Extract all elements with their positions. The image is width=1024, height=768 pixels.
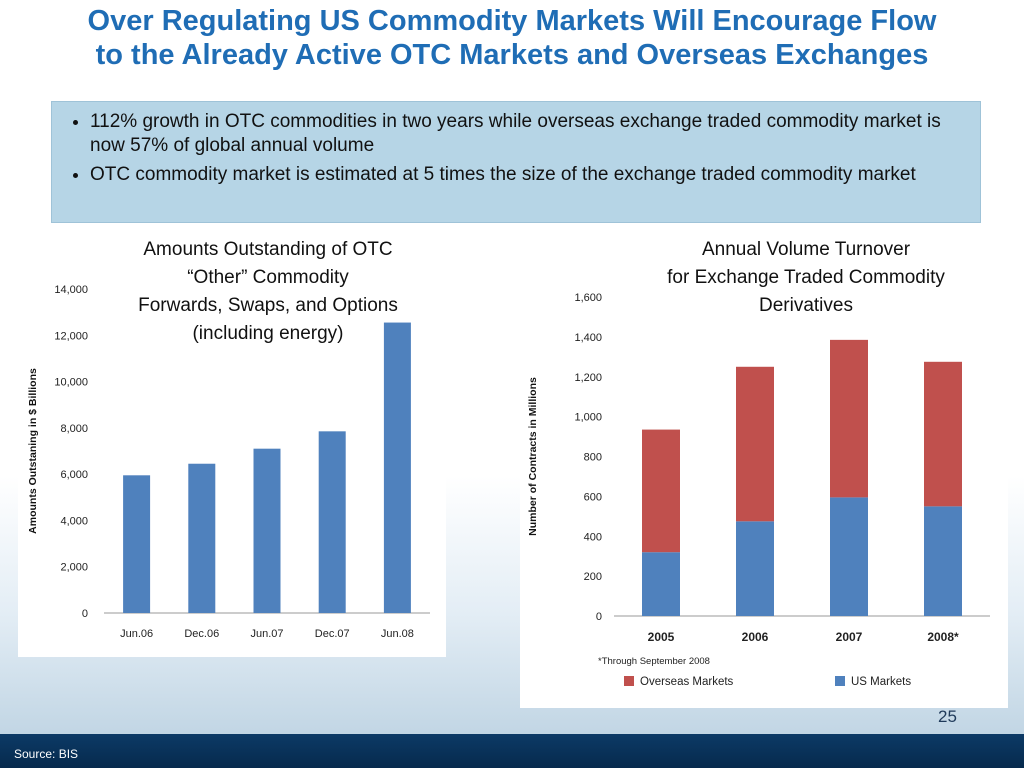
- otc-chart-caption: Amounts Outstanding of OTC “Other” Commo…: [108, 236, 428, 348]
- bar: [253, 448, 281, 613]
- otc-amounts-chart: 0 2,000 4,000 6,000 8,000 10,000 12,000 14,000 A…: [27, 284, 430, 640]
- y-tick-label: 1,000: [574, 412, 602, 424]
- caption-line: Derivatives: [759, 295, 853, 316]
- y-axis-title: Number of Contracts in Millions: [527, 377, 539, 536]
- exchange-volume-chart: 0 200 400 600 800 1,000 1,200 1,400 1,600 Number …: [527, 292, 990, 688]
- y-tick-label: 400: [584, 531, 602, 543]
- bar: [123, 475, 151, 613]
- x-tick-label: 2005: [648, 630, 675, 644]
- y-tick-label: 1,200: [574, 372, 602, 384]
- bar-overseas-markets: [642, 429, 680, 553]
- x-tick-label: Jun.08: [381, 628, 414, 640]
- page-number: 25: [938, 707, 957, 726]
- bar: [318, 431, 346, 613]
- bar-us-markets: [924, 506, 962, 616]
- x-tick-label: 2007: [836, 630, 863, 644]
- y-tick-label: 10,000: [54, 377, 88, 389]
- legend-label: US Markets: [851, 676, 911, 688]
- y-tick-label: 12,000: [54, 330, 88, 342]
- otc-chart-panel: 0 2,000 4,000 6,000 8,000 10,000 12,000 14,000 A…: [18, 270, 446, 657]
- caption-line: “Other” Commodity: [187, 267, 349, 288]
- x-tick-label: Jun.07: [250, 628, 283, 640]
- y-tick-label: 0: [596, 611, 602, 623]
- y-tick-label: 8,000: [60, 423, 88, 435]
- footnote: *Through September 2008: [598, 656, 710, 667]
- slide-title-line-2: to the Already Active OTC Markets and Ov…: [95, 39, 929, 71]
- bar-overseas-markets: [924, 361, 962, 507]
- y-tick-label: 800: [584, 452, 602, 464]
- slide-title-line-1: Over Regulating US Commodity Markets Wil…: [87, 5, 937, 37]
- bar-us-markets: [736, 521, 774, 616]
- caption-line: (including energy): [192, 323, 344, 344]
- y-tick-label: 4,000: [60, 515, 88, 527]
- key-points-box: 112% growth in OTC commodities in two ye…: [51, 101, 981, 223]
- y-tick-label: 1,600: [574, 292, 602, 304]
- y-tick-label: 14,000: [54, 284, 88, 296]
- bar-overseas-markets: [736, 366, 774, 522]
- bar-us-markets: [830, 497, 868, 616]
- y-tick-label: 2,000: [60, 562, 88, 574]
- x-tick-label: Dec.06: [184, 628, 219, 640]
- caption-line: Annual Volume Turnover: [701, 239, 911, 260]
- y-tick-label: 200: [584, 571, 602, 583]
- bar: [188, 463, 216, 613]
- x-tick-label: 2006: [742, 630, 769, 644]
- y-tick-label: 1,400: [574, 332, 602, 344]
- legend-label: Overseas Markets: [640, 676, 734, 688]
- y-tick-label: 0: [82, 608, 88, 620]
- exchange-chart-panel: 0 200 400 600 800 1,000 1,200 1,400 1,600 Number …: [520, 262, 1008, 708]
- caption-line: Forwards, Swaps, and Options: [138, 295, 398, 316]
- legend-swatch: [835, 676, 845, 686]
- bar: [383, 322, 411, 613]
- bar-overseas-markets: [830, 339, 868, 498]
- bullet-point: 112% growth in OTC commodities in two ye…: [90, 110, 970, 158]
- x-tick-label: Jun.06: [120, 628, 153, 640]
- exchange-chart-caption: Annual Volume Turnover for Exchange Trad…: [636, 236, 976, 320]
- y-axis-title: Amounts Outstaning in $ Billions: [27, 368, 39, 534]
- y-tick-label: 6,000: [60, 469, 88, 481]
- source-note: Source: BIS: [14, 747, 79, 761]
- x-tick-label: Dec.07: [315, 628, 350, 640]
- x-tick-label: 2008*: [927, 630, 959, 644]
- bullet-point: OTC commodity market is estimated at 5 t…: [90, 163, 970, 187]
- y-tick-label: 600: [584, 491, 602, 503]
- bar-us-markets: [642, 552, 680, 616]
- caption-line: for Exchange Traded Commodity: [667, 267, 945, 288]
- legend-swatch: [624, 676, 634, 686]
- footer-bar: Source: BIS: [0, 734, 1024, 768]
- caption-line: Amounts Outstanding of OTC: [143, 239, 393, 260]
- slide-title: Over Regulating US Commodity Markets Wil…: [0, 4, 1024, 72]
